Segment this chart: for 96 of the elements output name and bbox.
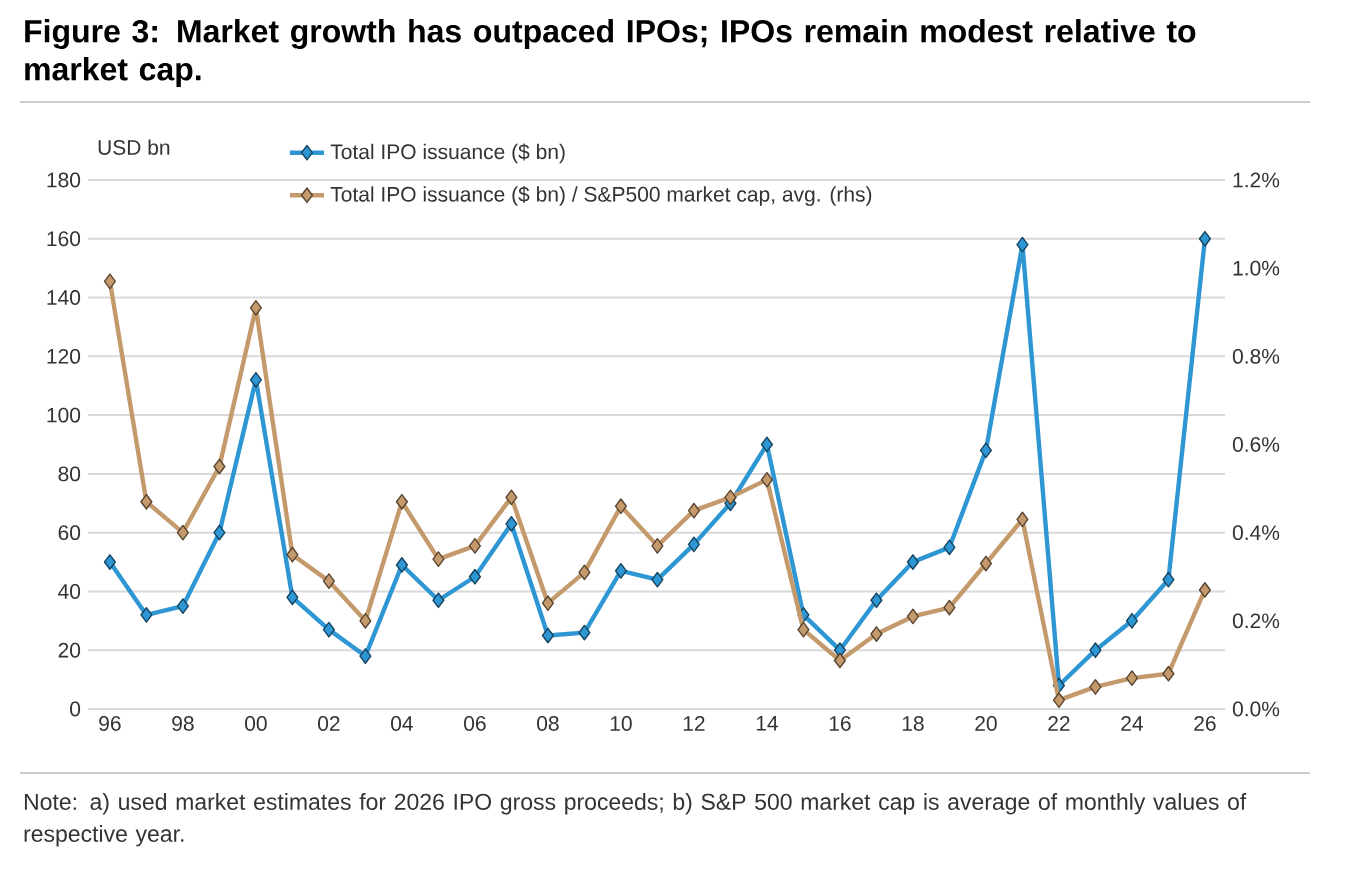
- legend-label: Total IPO issuance ($ bn) / S&P500 market cap, avg. (rhs): [330, 185, 872, 206]
- y-tick-label: 160: [47, 231, 81, 247]
- point: [651, 571, 664, 588]
- point: [943, 599, 956, 616]
- point: [176, 598, 189, 615]
- x-tick-label: 96: [99, 716, 121, 731]
- x-tick-label: 12: [683, 716, 705, 731]
- point: [1162, 571, 1175, 588]
- point: [906, 554, 920, 570]
- x-tick-label: 98: [172, 716, 194, 731]
- point: [906, 608, 920, 625]
- point: [1016, 511, 1029, 528]
- point: [432, 551, 445, 567]
- point: [249, 299, 262, 316]
- point: [505, 515, 518, 532]
- x-tick-label: 26: [1194, 716, 1216, 731]
- point: [797, 621, 810, 638]
- point: [140, 607, 153, 623]
- text: Note: a) used market estimates for 2026 IPO gross proceeds; b) S&P 500 market cap is average of monthly values of respective year.: [24, 793, 1247, 847]
- point: [578, 564, 591, 581]
- chart-title: Figure 3: Market growth has outpaced IPOs; IPOs remain modest relative to market cap.: [25, 19, 1196, 87]
- x-tick-label: 20: [975, 716, 997, 731]
- point: [687, 536, 701, 553]
- point: [432, 592, 445, 609]
- point: [870, 626, 883, 642]
- point: [286, 589, 299, 606]
- point: [359, 612, 372, 629]
- point: [103, 554, 116, 570]
- y-tick-label: 100: [47, 407, 81, 423]
- x-tick-label: 06: [464, 716, 486, 731]
- x-tick-label: 24: [1121, 716, 1143, 731]
- y2-tick-label: 0.2%: [1232, 613, 1280, 629]
- x-tick-label: 04: [391, 716, 413, 731]
- point: [1089, 642, 1102, 659]
- point: [249, 371, 262, 388]
- point: [979, 555, 993, 572]
- point: [541, 627, 555, 644]
- point: [1198, 582, 1212, 598]
- point: [322, 621, 336, 638]
- point: [213, 458, 226, 475]
- point: [468, 537, 482, 554]
- x-tick-label: 16: [829, 716, 851, 731]
- x-tick-label: 22: [1048, 716, 1070, 731]
- point: [541, 595, 555, 612]
- point: [614, 498, 628, 515]
- point: [395, 493, 409, 510]
- point: [979, 442, 993, 459]
- point: [943, 539, 956, 556]
- point: [614, 562, 628, 579]
- legend-label: Total IPO issuance ($ bn): [330, 143, 565, 164]
- point: [724, 489, 737, 506]
- y2-tick-label: 0.8%: [1232, 348, 1280, 364]
- y-tick-label: 20: [58, 642, 81, 658]
- x-tick-label: 14: [756, 716, 778, 731]
- point: [468, 568, 482, 585]
- y-tick-label: 80: [58, 466, 81, 482]
- y-tick-label: 60: [58, 525, 81, 541]
- y2-tick-label: 1.2%: [1233, 172, 1280, 188]
- y2-tick-label: 0.4%: [1232, 525, 1280, 541]
- point: [395, 557, 409, 573]
- y-tick-label: 120: [47, 348, 81, 364]
- point: [359, 648, 372, 664]
- point: [760, 471, 774, 488]
- x-tick-label: 02: [318, 716, 340, 731]
- point: [1016, 236, 1029, 253]
- y-tick-label: 40: [58, 584, 81, 599]
- point: [322, 573, 336, 590]
- point: [103, 273, 116, 290]
- point: [651, 537, 664, 554]
- x-tick-label: 08: [537, 716, 559, 731]
- point: [1198, 230, 1212, 247]
- x-tick-label: 10: [610, 716, 632, 731]
- point: [833, 652, 847, 669]
- point: [176, 524, 189, 541]
- y2-tick-label: 0.0%: [1232, 701, 1280, 717]
- point: [286, 546, 299, 563]
- point: [870, 592, 883, 609]
- y-axis-title: USD bn: [98, 139, 170, 155]
- point: [578, 624, 591, 641]
- point: [1162, 665, 1175, 682]
- point: [687, 502, 701, 519]
- point: [1089, 679, 1102, 695]
- y2-tick-label: 1.0%: [1233, 260, 1280, 276]
- point: [760, 436, 774, 453]
- point: [1052, 692, 1066, 709]
- y2-tick-label: 0.6%: [1232, 437, 1280, 452]
- point: [1125, 670, 1139, 687]
- point: [213, 524, 226, 541]
- point: [505, 489, 518, 506]
- point: [1125, 612, 1139, 629]
- x-tick-label: 18: [902, 716, 924, 731]
- point: [140, 493, 153, 510]
- y-tick-label: 180: [47, 172, 81, 188]
- x-tick-label: 00: [245, 716, 267, 731]
- y-tick-label: 0: [70, 701, 81, 717]
- y-tick-label: 140: [47, 290, 81, 305]
